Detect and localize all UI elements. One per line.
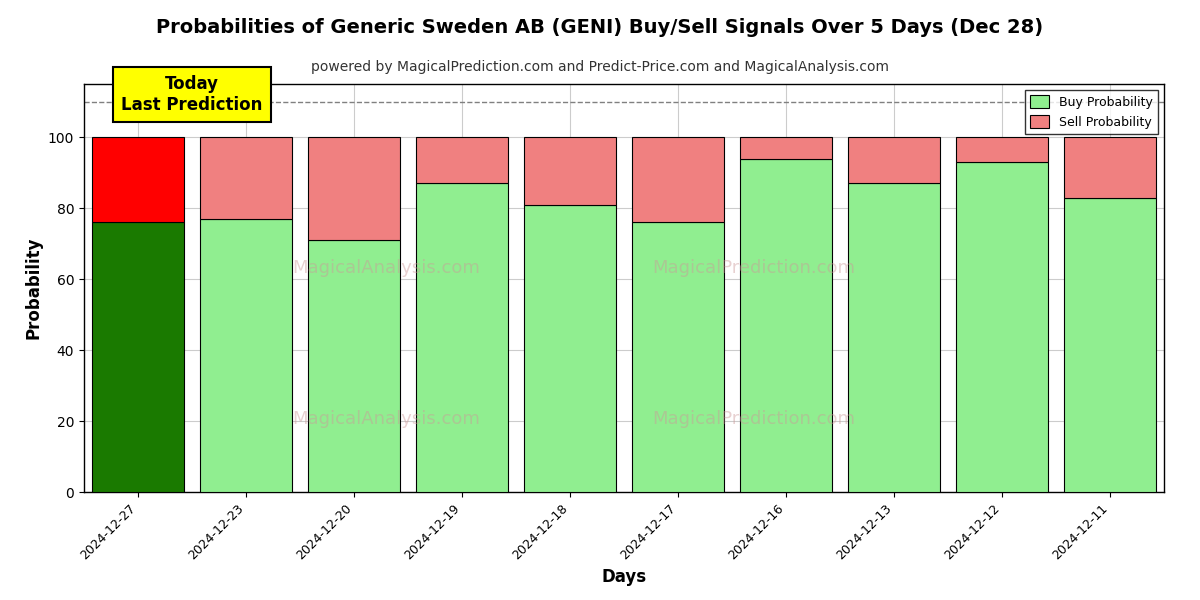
Bar [200, 137, 292, 219]
Bar [308, 240, 400, 492]
Bar [848, 184, 940, 492]
Bar [956, 137, 1048, 162]
Bar [92, 137, 184, 223]
Text: powered by MagicalPrediction.com and Predict-Price.com and MagicalAnalysis.com: powered by MagicalPrediction.com and Pre… [311, 60, 889, 74]
Bar [848, 137, 940, 184]
Bar [1064, 197, 1156, 492]
Text: MagicalPrediction.com: MagicalPrediction.com [652, 410, 856, 428]
Bar [740, 158, 832, 492]
Y-axis label: Probability: Probability [24, 237, 42, 339]
Bar [632, 223, 724, 492]
Bar [416, 184, 508, 492]
Text: MagicalAnalysis.com: MagicalAnalysis.com [293, 410, 480, 428]
Bar [92, 223, 184, 492]
Bar [524, 137, 616, 205]
Bar [416, 137, 508, 184]
Text: MagicalPrediction.com: MagicalPrediction.com [652, 259, 856, 277]
Bar [632, 137, 724, 223]
Legend: Buy Probability, Sell Probability: Buy Probability, Sell Probability [1025, 90, 1158, 134]
Bar [200, 219, 292, 492]
X-axis label: Days: Days [601, 568, 647, 586]
Bar [1064, 137, 1156, 197]
Text: Today
Last Prediction: Today Last Prediction [121, 75, 263, 114]
Bar [956, 162, 1048, 492]
Bar [308, 137, 400, 240]
Bar [740, 137, 832, 158]
Text: MagicalAnalysis.com: MagicalAnalysis.com [293, 259, 480, 277]
Bar [524, 205, 616, 492]
Text: Probabilities of Generic Sweden AB (GENI) Buy/Sell Signals Over 5 Days (Dec 28): Probabilities of Generic Sweden AB (GENI… [156, 18, 1044, 37]
